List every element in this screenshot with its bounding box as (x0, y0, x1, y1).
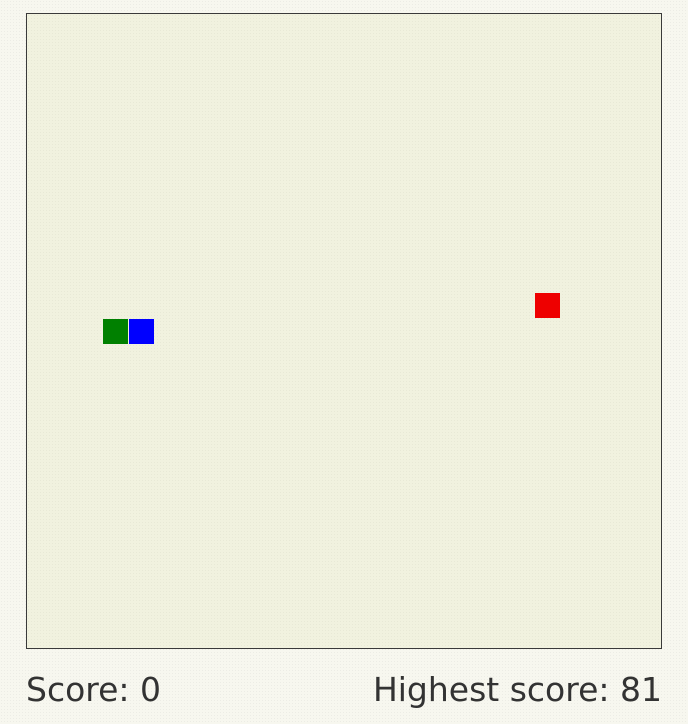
highest-score-text: Highest score: 81 (372, 669, 662, 709)
snake-head (129, 319, 154, 344)
food-item (535, 293, 560, 318)
score-bar: Score: 0 Highest score: 81 (26, 664, 662, 714)
score-text: Score: 0 (26, 669, 162, 709)
snake-tail (103, 319, 128, 344)
game-board[interactable] (26, 13, 662, 649)
